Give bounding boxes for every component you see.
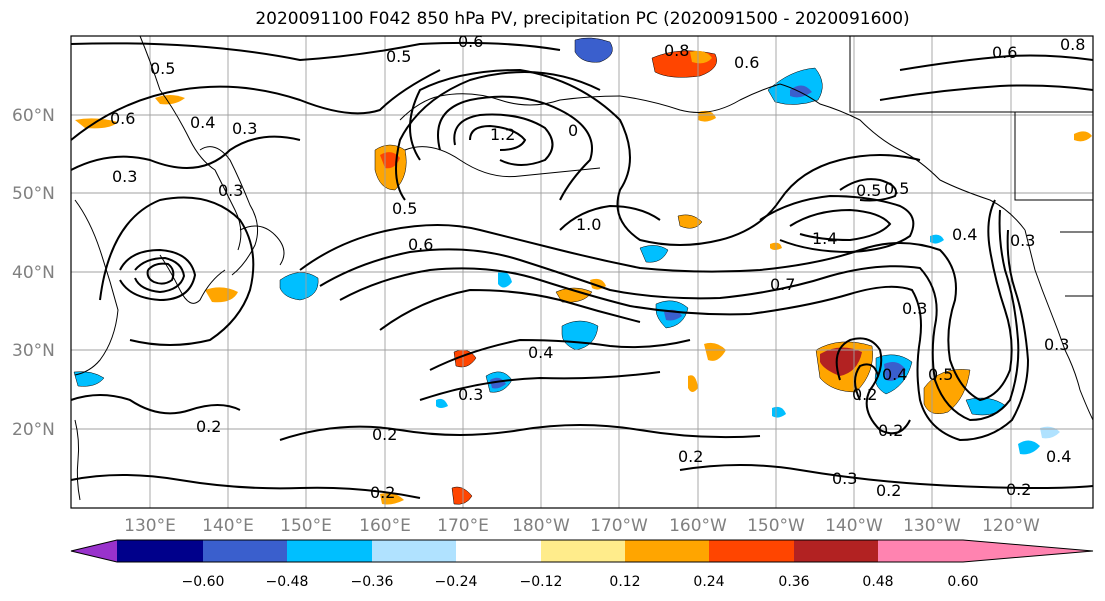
contour-label: 0.5 [386, 47, 411, 66]
contour-label: 0.6 [458, 32, 483, 51]
colorbar-tick: 0.48 [862, 574, 893, 590]
lon-label: 140°W [825, 516, 883, 536]
contour-label: 0.4 [952, 225, 977, 244]
colorbar-tick: −0.36 [351, 574, 394, 590]
map-plot-area: 0.6 0.8 0.6 0.6 0.8 0.5 0.5 0.4 0.3 0.6 … [70, 32, 1094, 509]
colorbar-segment [117, 540, 203, 562]
colorbar: −0.60 −0.48 −0.36 −0.24 −0.12 0.12 0.24 … [70, 539, 1094, 590]
contour-label: 0.2 [878, 421, 903, 440]
lat-label: 60°N [12, 106, 55, 126]
contour-label: 0.2 [372, 425, 397, 444]
lon-label: 130°W [903, 516, 961, 536]
lat-label: 50°N [12, 184, 55, 204]
contour-label: 0.6 [734, 53, 759, 72]
lon-label: 120°W [982, 516, 1040, 536]
colorbar-segment [203, 540, 287, 562]
colorbar-tick: 0.60 [947, 574, 978, 590]
lat-label: 40°N [12, 263, 55, 283]
contour-label: 0.2 [196, 417, 221, 436]
lon-label: 170°E [437, 516, 489, 536]
contour-label: 1.0 [576, 215, 601, 234]
colorbar-segment [878, 540, 963, 562]
pv-contours [70, 41, 1094, 499]
lon-label: 150°E [280, 516, 332, 536]
contour-label: 0.5 [150, 59, 175, 78]
contour-label: 0.4 [528, 343, 553, 362]
lon-label: 160°W [669, 516, 727, 536]
contour-label: 0.6 [408, 235, 433, 254]
colorbar-segment [456, 540, 541, 562]
contour-label: 0.5 [856, 181, 881, 200]
contour-label: 0.3 [458, 385, 483, 404]
lon-label: 140°E [202, 516, 254, 536]
colorbar-tick: −0.60 [182, 574, 225, 590]
contour-label: 0.3 [112, 167, 137, 186]
contour-label: 0.6 [110, 109, 135, 128]
lon-label: 170°W [590, 516, 648, 536]
colorbar-arrow-low [71, 540, 117, 562]
contour-label: 0.5 [392, 199, 417, 218]
contour-label: 0.3 [832, 469, 857, 488]
contour-label: 0.2 [876, 481, 901, 500]
lon-label: 160°E [359, 516, 411, 536]
lon-label: 150°W [747, 516, 805, 536]
contour-label: 0.3 [1010, 231, 1035, 250]
colorbar-tick: −0.24 [435, 574, 478, 590]
colorbar-segment [541, 540, 625, 562]
contour-label: 0.2 [1006, 480, 1031, 499]
contour-label: 0.3 [902, 299, 927, 318]
contour-label: 1.2 [490, 125, 515, 144]
colorbar-segment [794, 540, 878, 562]
map-title: 2020091100 F042 850 hPa PV, precipitatio… [255, 9, 910, 29]
lon-label: 130°E [124, 516, 176, 536]
colorbar-tick: −0.12 [520, 574, 563, 590]
contour-label: 0.6 [992, 43, 1017, 62]
colorbar-arrow-high [963, 540, 1093, 562]
colorbar-tick: 0.36 [778, 574, 809, 590]
lat-label: 20°N [12, 420, 55, 440]
contour-label: 0.2 [370, 483, 395, 502]
lat-label: 30°N [12, 341, 55, 361]
colorbar-tick: 0.24 [693, 574, 724, 590]
lon-label: 180°W [512, 516, 570, 536]
contour-label: 0.5 [884, 179, 909, 198]
contour-label: 0.3 [218, 181, 243, 200]
contour-label: 0.3 [1044, 335, 1069, 354]
colorbar-segment [372, 540, 456, 562]
map-frame [70, 35, 1094, 509]
contour-label: 0.5 [928, 365, 953, 384]
gridlines [71, 36, 1093, 508]
contour-label: 0.4 [882, 365, 907, 384]
colorbar-tick: 0.12 [609, 574, 640, 590]
contour-label: 0.2 [678, 447, 703, 466]
colorbar-segment [287, 540, 372, 562]
contour-label: 0.4 [1046, 447, 1071, 466]
contour-label: 0.2 [852, 385, 877, 404]
contour-label: 0 [568, 121, 578, 140]
colorbar-segment [709, 540, 794, 562]
contour-label: 0.8 [1060, 35, 1085, 54]
colorbar-segment [625, 540, 709, 562]
lat-labels: 60°N 50°N 40°N 30°N 20°N [12, 106, 55, 440]
contour-label: 0.7 [770, 275, 795, 294]
contour-label: 1.4 [812, 229, 837, 248]
contour-label: 0.8 [664, 41, 689, 60]
contour-label: 0.4 [190, 113, 215, 132]
contour-labels: 0.6 0.8 0.6 0.6 0.8 0.5 0.5 0.4 0.3 0.6 … [110, 32, 1085, 502]
colorbar-tick: −0.48 [266, 574, 309, 590]
coastlines [74, 35, 1094, 501]
lon-labels: 130°E 140°E 150°E 160°E 170°E 180°W 170°… [124, 516, 1040, 536]
contour-label: 0.3 [232, 119, 257, 138]
